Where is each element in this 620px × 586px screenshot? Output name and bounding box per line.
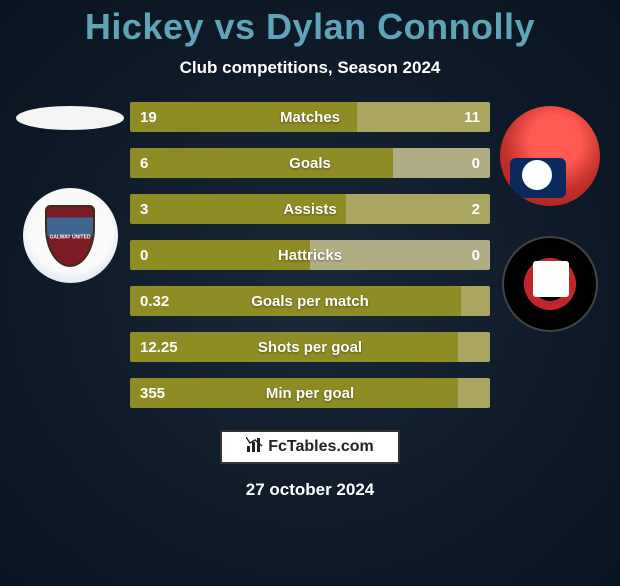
stat-label: Hattricks — [130, 240, 490, 270]
stat-row: Hattricks0 0 — [130, 240, 490, 270]
club-right-badge — [502, 236, 598, 332]
stat-value-left: 19 — [140, 102, 157, 132]
page-title: Hickey vs Dylan Connolly — [10, 6, 610, 48]
stat-value-left: 355 — [140, 378, 165, 408]
stat-label: Matches — [130, 102, 490, 132]
stat-label: Assists — [130, 194, 490, 224]
stat-label: Min per goal — [130, 378, 490, 408]
left-side-column — [10, 102, 130, 283]
stat-value-right: 2 — [472, 194, 480, 224]
player-right-avatar — [500, 106, 600, 206]
stat-label: Shots per goal — [130, 332, 490, 362]
right-side-column — [490, 102, 610, 332]
stat-value-left: 0.32 — [140, 286, 169, 316]
stat-value-right: 11 — [464, 102, 480, 132]
stat-bars: Matches1911Goals60Assists32Hattricks00Go… — [130, 102, 490, 408]
stat-row: Matches19 11 — [130, 102, 490, 132]
stat-value-left: 12.25 — [140, 332, 178, 362]
stat-row: Min per goal355 — [130, 378, 490, 408]
stat-label: Goals — [130, 148, 490, 178]
stat-value-right: 0 — [472, 148, 480, 178]
stat-row: Goals per match0.32 — [130, 286, 490, 316]
brand-label: FcTables.com — [268, 438, 374, 456]
stat-value-right: 0 — [472, 240, 480, 270]
stat-label: Goals per match — [130, 286, 490, 316]
comparison-content: Matches1911Goals60Assists32Hattricks00Go… — [10, 102, 610, 408]
chart-icon — [246, 437, 264, 458]
stat-value-left: 3 — [140, 194, 148, 224]
galway-crest-icon — [45, 205, 95, 267]
brand-footer-box: FcTables.com — [220, 430, 400, 464]
stat-row: Assists3 2 — [130, 194, 490, 224]
stat-value-left: 0 — [140, 240, 148, 270]
footer-date: 27 october 2024 — [10, 480, 610, 500]
club-left-badge — [23, 188, 118, 283]
stat-row: Shots per goal12.25 — [130, 332, 490, 362]
player-left-avatar — [16, 106, 124, 130]
stat-row: Goals6 0 — [130, 148, 490, 178]
page-subtitle: Club competitions, Season 2024 — [10, 58, 610, 78]
stat-value-left: 6 — [140, 148, 148, 178]
